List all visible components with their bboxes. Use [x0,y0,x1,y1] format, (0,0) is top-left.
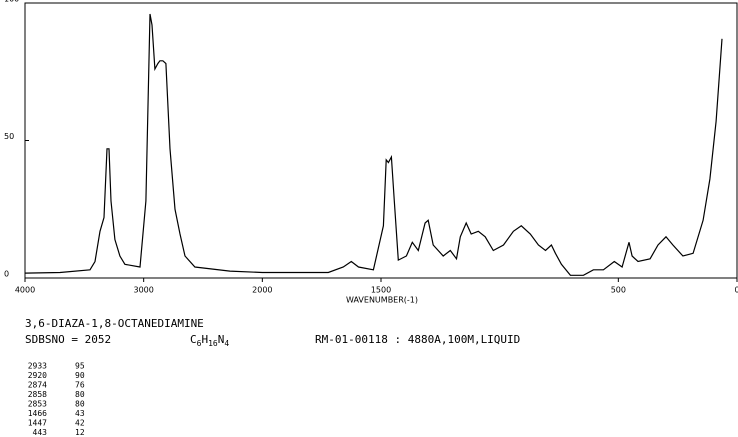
peak-intensity: 43 [75,409,85,418]
peak-intensity: 80 [75,400,85,409]
formula-element: N [218,333,225,346]
peak-wavenumber: 2933 [28,362,47,371]
sdbs-number: SDBSNO = 2052 [25,333,111,346]
x-tick-label: 4000 [15,286,35,295]
peak-intensity: 90 [75,371,85,380]
formula-element: C [190,333,197,346]
x-tick-label: 2000 [252,286,272,295]
compound-name: 3,6-DIAZA-1,8-OCTANEDIAMINE [25,317,204,330]
formula-subscript: 16 [208,339,218,348]
y-tick-label: 0 [4,270,9,279]
spectrum-line [24,13,723,276]
x-tick-label: 3000 [133,286,153,295]
peak-intensity: 76 [75,381,85,390]
peak-wavenumber: 2920 [28,371,47,380]
x-tick-label: 1500 [371,286,391,295]
measurement: RM-01-00118 : 4880A,100M,LIQUID [315,333,520,346]
y-tick-label: 100 [4,0,19,4]
formula-subscript: 4 [224,339,229,348]
peak-intensity: 42 [75,419,85,428]
peak-wavenumber: 2874 [28,381,47,390]
peak-wavenumber: 2853 [28,400,47,409]
y-tick-label: 50 [4,132,14,141]
peak-wavenumber: 2858 [28,390,47,399]
peak-table: 2933 95 2920 90 2874 76 2858 80 2853 80 1466 43 1447… [28,362,85,437]
x-tick-label: 500 [611,286,626,295]
formula-subscript: 6 [197,339,202,348]
peak-wavenumber: 443 [33,428,48,437]
formula-element: H [201,333,208,346]
peak-wavenumber: 1466 [28,409,47,418]
x-tick-label: 0 [734,286,738,295]
peak-intensity: 95 [75,362,85,371]
formula: C6H16N4 [190,333,229,348]
peak-intensity: 80 [75,390,85,399]
peak-intensity: 12 [75,428,85,437]
x-axis-label: WAVENUMBER(-1) [346,296,418,305]
peak-wavenumber: 1447 [28,419,47,428]
